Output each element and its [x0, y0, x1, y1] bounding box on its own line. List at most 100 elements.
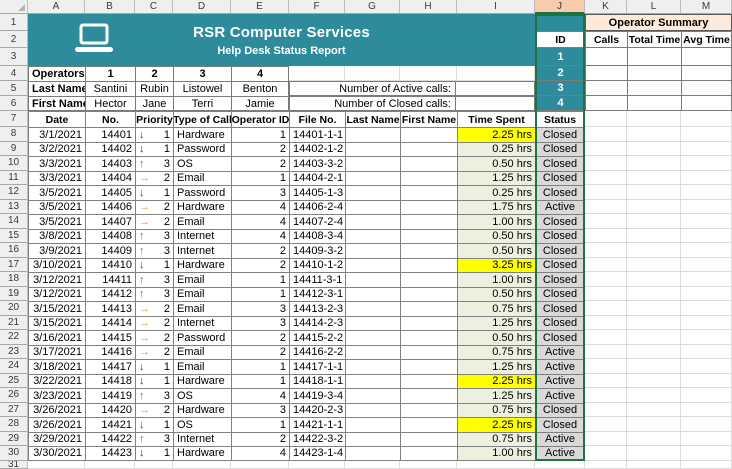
cell-time-spent[interactable]: 0.75 hrs	[458, 345, 536, 360]
grid-cell[interactable]	[627, 388, 681, 403]
row-number-26[interactable]: 26	[0, 388, 28, 403]
grid-cell[interactable]	[681, 373, 732, 388]
cell-last-name[interactable]	[346, 447, 401, 461]
grid-cell[interactable]	[585, 214, 627, 229]
cell-file-no[interactable]: 14406-2-4	[290, 200, 346, 215]
cell-date[interactable]: 3/30/2021	[29, 447, 86, 461]
cell-priority[interactable]: ↓ 1	[136, 360, 174, 375]
cell-time-spent[interactable]: 1.25 hrs	[458, 316, 536, 331]
cell-operator-id[interactable]: 1	[232, 273, 290, 288]
row-number-9[interactable]: 9	[0, 141, 28, 156]
cell-no[interactable]: 14408	[86, 229, 136, 244]
grid-cell[interactable]	[681, 286, 732, 301]
cell-priority[interactable]: → 2	[136, 215, 174, 230]
cell-type[interactable]: Password	[174, 331, 232, 346]
cell-no[interactable]: 14403	[86, 157, 136, 172]
summary-avg-time-cell[interactable]	[682, 66, 732, 81]
row-number-23[interactable]: 23	[0, 344, 28, 359]
grid-cell[interactable]	[585, 243, 627, 258]
grid-cell[interactable]	[681, 344, 732, 359]
cell-no[interactable]: 14422	[86, 432, 136, 447]
cell-type[interactable]: Internet	[174, 432, 232, 447]
row-number-13[interactable]: 13	[0, 199, 28, 214]
summary-total-time-cell[interactable]	[628, 48, 682, 66]
grid-cell[interactable]	[345, 66, 400, 81]
cell-no[interactable]: 14402	[86, 142, 136, 157]
cell-no[interactable]: 14413	[86, 302, 136, 317]
cell-status[interactable]: Closed	[536, 403, 585, 418]
cell-status[interactable]: Closed	[536, 273, 585, 288]
row-number-22[interactable]: 22	[0, 330, 28, 345]
grid-cell[interactable]	[627, 185, 681, 200]
grid-cell[interactable]	[585, 228, 627, 243]
cell-last-name[interactable]	[346, 273, 401, 288]
cell-date[interactable]: 3/16/2021	[29, 331, 86, 346]
column-header-C[interactable]: C	[135, 0, 173, 14]
grid-cell[interactable]	[585, 257, 627, 272]
cell-first-name[interactable]	[401, 229, 458, 244]
row-number-29[interactable]: 29	[0, 431, 28, 446]
cell-file-no[interactable]: 14405-1-3	[290, 186, 346, 201]
row-number-1[interactable]: 1	[0, 14, 28, 31]
cell-file-no[interactable]: 14418-1-1	[290, 374, 346, 389]
cell-no[interactable]: 14416	[86, 345, 136, 360]
cell-time-spent[interactable]: 2.25 hrs	[458, 128, 536, 143]
cell-priority[interactable]: → 2	[136, 345, 174, 360]
grid-cell[interactable]	[627, 272, 681, 287]
cell-status[interactable]: Closed	[536, 142, 585, 157]
grid-cell[interactable]	[627, 344, 681, 359]
cell-file-no[interactable]: 14416-2-2	[290, 345, 346, 360]
grid-cell[interactable]	[627, 127, 681, 142]
grid-cell[interactable]	[585, 344, 627, 359]
cell-last-name[interactable]	[346, 418, 401, 433]
cell-time-spent[interactable]: 0.50 hrs	[458, 229, 536, 244]
grid-cell[interactable]	[681, 214, 732, 229]
cell-no[interactable]: 14415	[86, 331, 136, 346]
cell-status[interactable]: Closed	[536, 331, 585, 346]
grid-cell[interactable]	[681, 257, 732, 272]
cell-time-spent[interactable]: 0.75 hrs	[458, 403, 536, 418]
summary-avg-time-cell[interactable]	[682, 81, 732, 96]
column-header-K[interactable]: K	[585, 0, 627, 14]
cell-type[interactable]: Password	[174, 186, 232, 201]
grid-cell[interactable]	[681, 446, 732, 461]
summary-calls-cell[interactable]	[586, 96, 628, 111]
grid-cell[interactable]	[627, 359, 681, 374]
grid-cell[interactable]	[585, 446, 627, 461]
row-number-24[interactable]: 24	[0, 359, 28, 374]
grid-cell[interactable]	[681, 315, 732, 330]
cell-date[interactable]: 3/10/2021	[29, 258, 86, 273]
cell-last-name[interactable]	[346, 244, 401, 259]
grid-cell[interactable]	[400, 460, 457, 469]
summary-total-time-cell[interactable]	[628, 66, 682, 81]
grid-cell[interactable]	[585, 301, 627, 316]
cell-first-name[interactable]	[401, 374, 458, 389]
column-header-H[interactable]: H	[400, 0, 457, 14]
cell-operator-id[interactable]: 2	[232, 331, 290, 346]
column-header-A[interactable]: A	[28, 0, 85, 14]
cell-last-name[interactable]	[346, 171, 401, 186]
grid-cell[interactable]	[681, 170, 732, 185]
grid-cell[interactable]	[585, 388, 627, 403]
cell-status[interactable]: Closed	[536, 287, 585, 302]
cell-time-spent[interactable]: 1.00 hrs	[458, 215, 536, 230]
cell-file-no[interactable]: 14414-2-3	[290, 316, 346, 331]
grid-cell[interactable]	[627, 111, 681, 127]
grid-cell[interactable]	[627, 446, 681, 461]
cell-date[interactable]: 3/5/2021	[29, 200, 86, 215]
operator-id-cell[interactable]: 4	[232, 67, 289, 82]
cell-status[interactable]: Active	[536, 200, 585, 215]
grid-cell[interactable]	[627, 431, 681, 446]
grid-cell[interactable]	[681, 330, 732, 345]
cell-status[interactable]: Closed	[536, 258, 585, 273]
grid-cell[interactable]	[681, 185, 732, 200]
cell-first-name[interactable]	[401, 215, 458, 230]
cell-priority[interactable]: → 2	[136, 316, 174, 331]
cell-file-no[interactable]: 14404-2-1	[290, 171, 346, 186]
grid-cell[interactable]	[627, 417, 681, 432]
cell-time-spent[interactable]: 2.25 hrs	[458, 418, 536, 433]
cell-type[interactable]: Internet	[174, 244, 232, 259]
cell-time-spent[interactable]: 0.50 hrs	[458, 157, 536, 172]
select-all-corner[interactable]	[0, 0, 28, 14]
cell-no[interactable]: 14404	[86, 171, 136, 186]
